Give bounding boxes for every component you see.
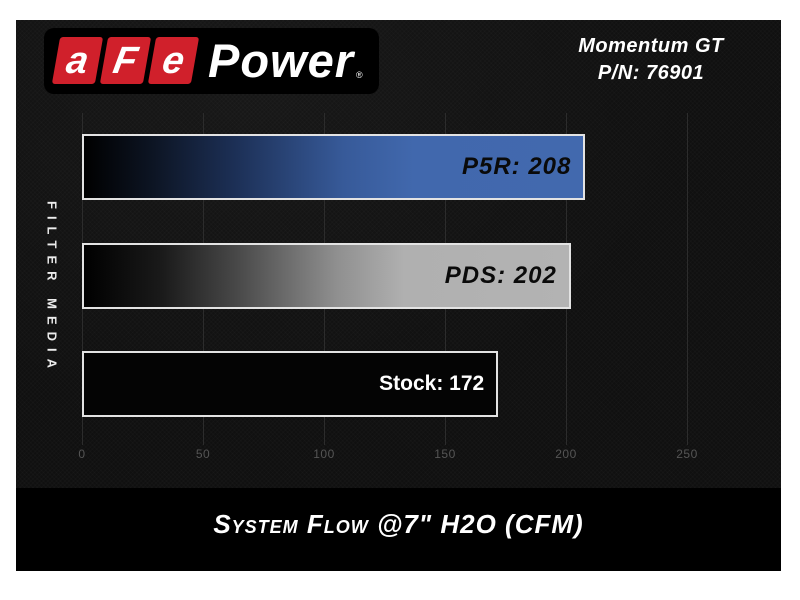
registered-trademark-icon: ®: [356, 70, 363, 80]
bar-p5r: P5R: 208: [82, 134, 586, 200]
y-axis-label-wrap: FILTER MEDIA: [40, 113, 64, 463]
plot-area: 0 50 100 150 200 250 P5R: 208 PDS: 202 Stock: 17…: [78, 113, 697, 461]
x-tick-label: 50: [195, 447, 211, 461]
model-name: Momentum GT: [578, 35, 724, 57]
part-number: P/N: 76901: [597, 62, 705, 84]
product-header: Momentum GT P/N: 76901: [486, 33, 800, 87]
logo-letter-tile: e: [147, 36, 200, 84]
x-tick-label: 0: [78, 447, 86, 461]
x-tick-label: 100: [313, 447, 335, 461]
gridline: [687, 113, 688, 445]
bar-value-label: PDS: 202: [444, 262, 557, 289]
bar-pds: PDS: 202: [82, 243, 571, 309]
x-axis-title: System Flow @7" H2O (CFM): [213, 509, 584, 539]
x-tick-label: 150: [434, 447, 456, 461]
bar-stock: Stock: 172: [82, 351, 499, 417]
bar-value-label: Stock: 172: [379, 372, 485, 395]
bar-value-label: P5R: 208: [461, 153, 572, 180]
x-tick-label: 200: [555, 447, 577, 461]
logo-letter-tile: F: [99, 36, 152, 84]
y-axis-label: FILTER MEDIA: [44, 200, 60, 376]
logo-wordmark: Power: [208, 33, 355, 87]
logo-letter-tile: a: [51, 36, 104, 84]
x-tick-label: 250: [676, 447, 698, 461]
